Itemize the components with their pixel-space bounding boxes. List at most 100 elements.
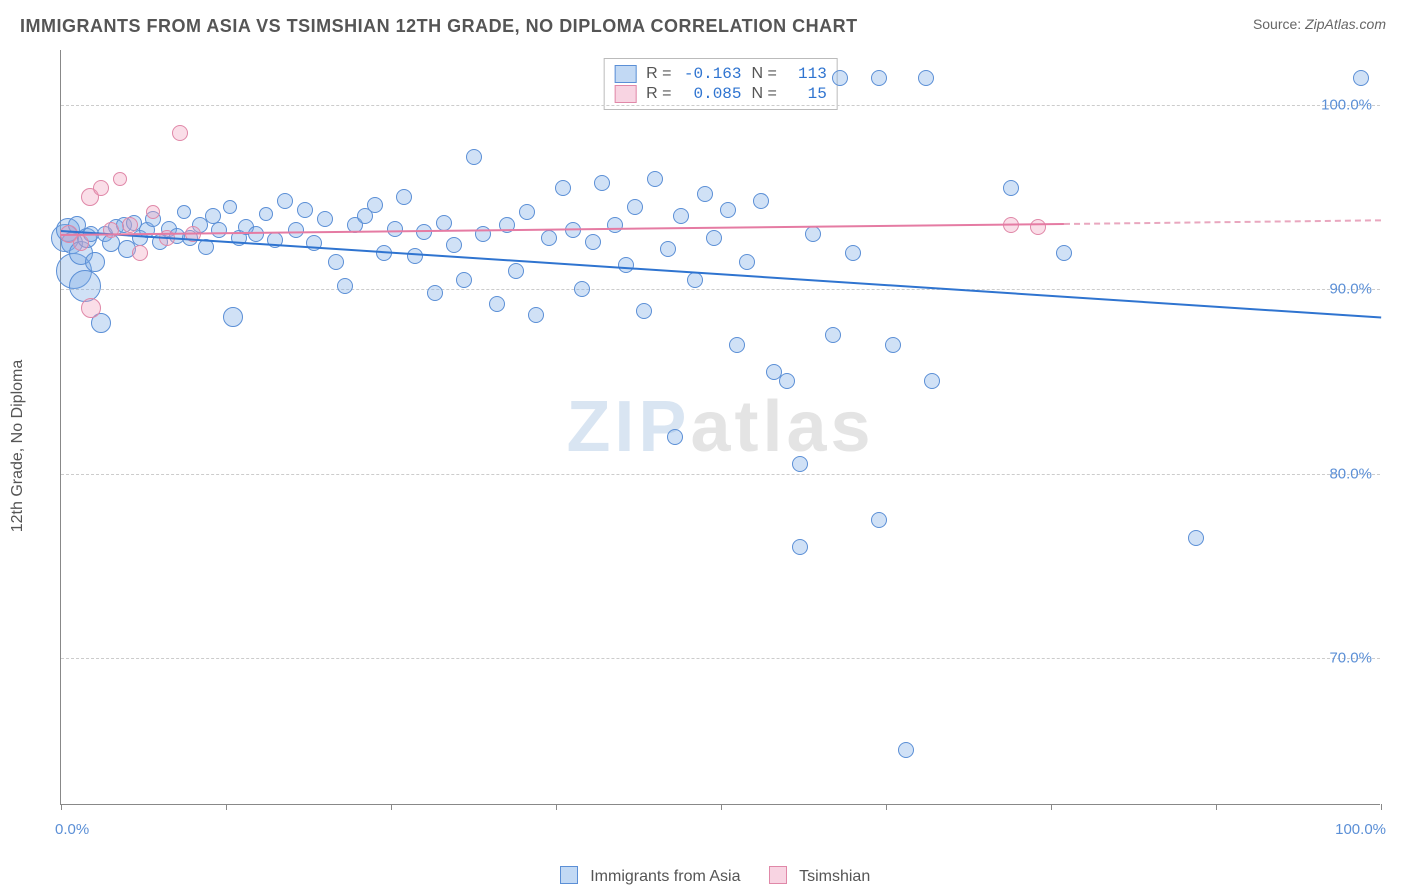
scatter-point-asia [565, 222, 581, 238]
scatter-point-asia [541, 230, 557, 246]
scatter-point-asia [337, 278, 353, 294]
scatter-point-asia [594, 175, 610, 191]
n-label: N = [752, 85, 777, 103]
ytick-label: 90.0% [1329, 281, 1372, 298]
scatter-point-asia [667, 429, 683, 445]
ytick-label: 70.0% [1329, 649, 1372, 666]
xtick-label: 100.0% [1335, 821, 1386, 838]
ytick-label: 100.0% [1321, 97, 1372, 114]
xtick [721, 804, 722, 810]
scatter-point-asia [1056, 245, 1072, 261]
r-label: R = [646, 65, 671, 83]
scatter-point-asia [627, 199, 643, 215]
asia-r-value: -0.163 [682, 65, 742, 83]
wm-atlas: atlas [690, 387, 874, 467]
scatter-point-tsimshian [81, 298, 101, 318]
scatter-point-asia [248, 226, 264, 242]
scatter-point-asia [528, 307, 544, 323]
scatter-point-asia [898, 742, 914, 758]
scatter-point-asia [508, 263, 524, 279]
scatter-point-asia [519, 204, 535, 220]
ytick-label: 80.0% [1329, 465, 1372, 482]
gridline [61, 474, 1380, 475]
scatter-point-tsimshian [93, 180, 109, 196]
scatter-point-asia [832, 70, 848, 86]
legend-swatch-tsimshian-bottom [769, 866, 787, 884]
source-attribution: Source: ZipAtlas.com [1253, 16, 1386, 32]
scatter-point-asia [446, 237, 462, 253]
legend-swatch-tsimshian [614, 85, 636, 103]
scatter-point-asia [555, 180, 571, 196]
n-label: N = [752, 65, 777, 83]
scatter-point-asia [924, 373, 940, 389]
scatter-point-tsimshian [172, 125, 188, 141]
trend-line [61, 230, 1381, 319]
xtick [1051, 804, 1052, 810]
scatter-point-asia [871, 512, 887, 528]
scatter-point-asia [792, 539, 808, 555]
scatter-point-asia [456, 272, 472, 288]
scatter-point-tsimshian [113, 172, 127, 186]
legend-swatch-asia-bottom [560, 866, 578, 884]
trend-line [1064, 219, 1381, 225]
scatter-point-tsimshian [73, 235, 89, 251]
scatter-point-asia [697, 186, 713, 202]
scatter-point-asia [585, 234, 601, 250]
scatter-point-tsimshian [122, 217, 138, 233]
tsimshian-r-value: 0.085 [682, 85, 742, 103]
scatter-point-asia [85, 252, 105, 272]
scatter-point-tsimshian [146, 205, 160, 219]
scatter-point-asia [328, 254, 344, 270]
scatter-point-asia [720, 202, 736, 218]
scatter-point-asia [618, 257, 634, 273]
scatter-point-asia [466, 149, 482, 165]
stats-legend-box: R = -0.163 N = 113 R = 0.085 N = 15 [603, 58, 838, 110]
scatter-point-asia [673, 208, 689, 224]
gridline [61, 289, 1380, 290]
scatter-point-asia [396, 189, 412, 205]
legend-bottom: Immigrants from Asia Tsimshian [0, 866, 1406, 886]
source-label: Source: [1253, 16, 1301, 32]
scatter-point-asia [367, 197, 383, 213]
xtick [391, 804, 392, 810]
stats-row-asia: R = -0.163 N = 113 [614, 65, 827, 83]
scatter-point-asia [416, 224, 432, 240]
scatter-point-tsimshian [103, 222, 119, 238]
legend-label-tsimshian: Tsimshian [799, 868, 870, 885]
source-value: ZipAtlas.com [1305, 16, 1386, 32]
scatter-point-asia [317, 211, 333, 227]
stats-row-tsimshian: R = 0.085 N = 15 [614, 85, 827, 103]
scatter-point-tsimshian [132, 245, 148, 261]
gridline [61, 658, 1380, 659]
chart-container: IMMIGRANTS FROM ASIA VS TSIMSHIAN 12TH G… [0, 0, 1406, 892]
scatter-point-asia [574, 281, 590, 297]
scatter-point-asia [69, 270, 101, 302]
scatter-point-asia [211, 222, 227, 238]
scatter-point-asia [729, 337, 745, 353]
scatter-point-asia [871, 70, 887, 86]
scatter-point-asia [753, 193, 769, 209]
scatter-point-asia [1003, 180, 1019, 196]
asia-n-value: 113 [787, 65, 827, 83]
scatter-point-asia [660, 241, 676, 257]
xtick-label: 0.0% [55, 821, 89, 838]
gridline [61, 105, 1380, 106]
scatter-point-asia [739, 254, 755, 270]
legend-swatch-asia [614, 65, 636, 83]
xtick [61, 804, 62, 810]
chart-plot-area: ZIPatlas R = -0.163 N = 113 R = 0.085 N … [60, 50, 1380, 805]
scatter-point-asia [779, 373, 795, 389]
scatter-point-asia [1353, 70, 1369, 86]
scatter-point-asia [489, 296, 505, 312]
scatter-point-asia [792, 456, 808, 472]
scatter-point-asia [1188, 530, 1204, 546]
y-axis-label: 12th Grade, No Diploma [9, 360, 27, 533]
scatter-point-asia [845, 245, 861, 261]
scatter-point-asia [607, 217, 623, 233]
xtick [886, 804, 887, 810]
scatter-point-asia [205, 208, 221, 224]
scatter-point-asia [636, 303, 652, 319]
scatter-point-asia [706, 230, 722, 246]
scatter-point-asia [297, 202, 313, 218]
scatter-point-asia [387, 221, 403, 237]
